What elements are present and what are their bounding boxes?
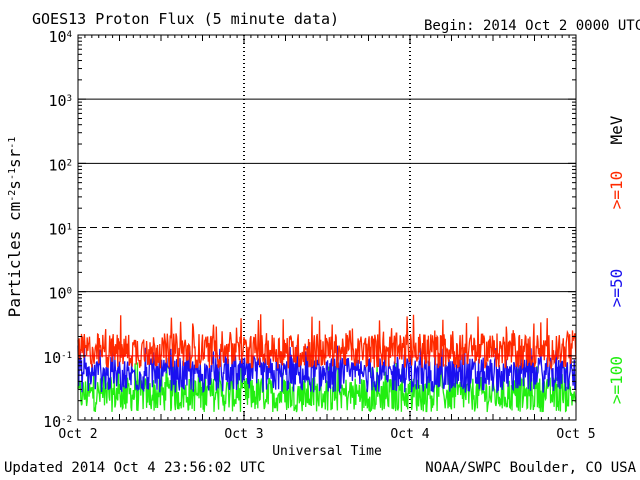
begin-time-label: Begin: 2014 Oct 2 0000 UTC: [424, 18, 640, 34]
legend-series-2: >=100: [607, 356, 626, 404]
source-credit: NOAA/SWPC Boulder, CO USA: [425, 460, 636, 476]
y-tick-label: 104: [49, 28, 72, 46]
legend-series-1: >=50: [607, 269, 626, 308]
y-tick-labels: 10-2 10-1 100 101 102 103 104: [43, 28, 72, 431]
legend-unit-mev: MeV: [607, 115, 626, 144]
plot-frame: [77, 34, 577, 421]
x-tick-label: Oct 3: [224, 427, 263, 442]
y-tick-label: 10-1: [43, 349, 72, 367]
y-tick-label: 102: [49, 156, 72, 174]
y-tick-label: 100: [49, 285, 72, 303]
legend-series-0: >=10: [607, 171, 626, 210]
x-tick-labels: Oct 2 Oct 3 Oct 4 Oct 5: [58, 427, 595, 442]
chart-title: GOES13 Proton Flux (5 minute data): [32, 10, 339, 28]
y-tick-label: 101: [49, 221, 72, 239]
y-tick-label: 10-2: [43, 413, 72, 431]
x-tick-label: Oct 4: [390, 427, 429, 442]
series-layer: [77, 314, 577, 413]
y-axis-label: Particles cm-2s-1sr-1: [5, 137, 24, 318]
updated-timestamp: Updated 2014 Oct 4 23:56:02 UTC: [4, 460, 265, 476]
x-tick-label: Oct 2: [58, 427, 97, 442]
x-axis-label: Universal Time: [272, 444, 382, 459]
x-tick-label: Oct 5: [556, 427, 595, 442]
series-line-1: [77, 345, 577, 394]
y-tick-label: 103: [49, 92, 72, 110]
series-legend: MeV >=10 >=50 >=100: [607, 115, 626, 404]
